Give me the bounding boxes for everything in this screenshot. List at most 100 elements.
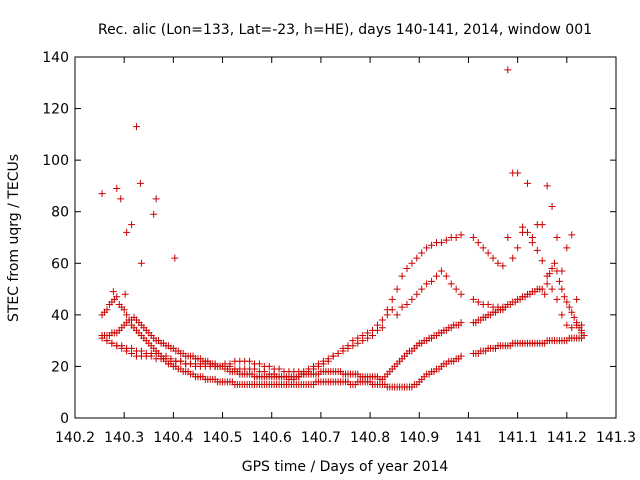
data-point bbox=[457, 290, 465, 298]
data-point bbox=[509, 254, 517, 262]
data-point bbox=[538, 285, 546, 293]
data-point bbox=[295, 373, 303, 381]
data-point bbox=[393, 311, 401, 319]
data-point bbox=[260, 368, 268, 376]
y-tick-label: 140 bbox=[42, 50, 69, 66]
data-point bbox=[418, 285, 426, 293]
data-point bbox=[265, 362, 273, 370]
data-point bbox=[132, 123, 140, 131]
data-point bbox=[117, 195, 125, 203]
x-tick-label: 140.3 bbox=[104, 430, 144, 446]
data-point bbox=[423, 244, 431, 252]
x-tick-label: 140.4 bbox=[153, 430, 193, 446]
data-point bbox=[408, 259, 416, 267]
data-point bbox=[494, 303, 502, 311]
data-point bbox=[246, 357, 254, 365]
data-point bbox=[162, 355, 170, 363]
data-point bbox=[428, 241, 436, 249]
data-point bbox=[452, 285, 460, 293]
data-point bbox=[437, 239, 445, 247]
data-point bbox=[484, 301, 492, 309]
y-tick-label: 100 bbox=[42, 153, 69, 169]
data-point bbox=[310, 365, 318, 373]
data-point bbox=[442, 272, 450, 280]
data-point bbox=[177, 357, 185, 365]
data-point bbox=[393, 285, 401, 293]
x-tick-label: 140.8 bbox=[350, 430, 390, 446]
data-point bbox=[413, 290, 421, 298]
data-point bbox=[334, 350, 342, 358]
data-point bbox=[123, 228, 131, 236]
x-tick-label: 140.9 bbox=[399, 430, 439, 446]
data-point bbox=[255, 360, 263, 368]
data-point bbox=[418, 249, 426, 257]
data-point bbox=[452, 234, 460, 241]
data-point bbox=[533, 246, 541, 254]
data-point bbox=[499, 262, 507, 270]
data-point bbox=[541, 290, 549, 298]
data-point bbox=[108, 339, 116, 347]
data-point bbox=[128, 221, 136, 229]
data-point bbox=[103, 306, 111, 314]
data-point bbox=[457, 231, 465, 239]
y-tick-labels: 0 20 40 60 80 100 120 140 bbox=[42, 50, 69, 427]
data-point bbox=[388, 306, 396, 314]
data-point bbox=[523, 179, 531, 187]
data-point bbox=[484, 249, 492, 257]
x-tick-label: 140.5 bbox=[202, 430, 242, 446]
data-point bbox=[305, 368, 313, 376]
data-point bbox=[349, 337, 357, 345]
data-point bbox=[563, 298, 571, 306]
data-point bbox=[538, 257, 546, 265]
data-point bbox=[118, 344, 126, 352]
data-point bbox=[403, 264, 411, 272]
data-point bbox=[123, 347, 131, 355]
y-axis-label: STEC from uqrg / TECUs bbox=[6, 154, 22, 322]
data-point bbox=[553, 295, 561, 303]
data-point bbox=[314, 362, 322, 370]
data-point bbox=[364, 329, 372, 337]
data-point bbox=[137, 259, 145, 267]
data-point bbox=[150, 210, 158, 218]
data-point bbox=[275, 365, 283, 373]
y-tick-label: 20 bbox=[51, 359, 69, 375]
data-point bbox=[359, 331, 367, 339]
data-point bbox=[109, 288, 117, 296]
data-point bbox=[251, 365, 259, 373]
data-point bbox=[113, 342, 121, 350]
data-point bbox=[98, 190, 106, 198]
data-point bbox=[543, 272, 551, 280]
data-point bbox=[447, 280, 455, 288]
y-tick-label: 80 bbox=[51, 205, 69, 221]
y-tick-label: 120 bbox=[42, 102, 69, 118]
data-point bbox=[113, 185, 121, 193]
x-tick-label: 140.7 bbox=[301, 430, 341, 446]
data-point bbox=[474, 239, 482, 247]
data-point bbox=[563, 244, 571, 252]
data-point bbox=[469, 234, 477, 241]
plot-frame bbox=[74, 56, 617, 419]
x-tick-label: 141.3 bbox=[596, 430, 636, 446]
data-point bbox=[270, 370, 278, 378]
data-point bbox=[369, 326, 377, 334]
data-point bbox=[354, 334, 362, 342]
data-point bbox=[548, 285, 556, 293]
data-point bbox=[570, 313, 578, 321]
data-point bbox=[479, 244, 487, 252]
data-point bbox=[514, 244, 522, 252]
chart-title: Rec. alic (Lon=133, Lat=-23, h=HE), days… bbox=[98, 22, 592, 38]
data-point bbox=[408, 295, 416, 303]
data-point bbox=[378, 316, 386, 324]
data-point bbox=[423, 280, 431, 288]
data-point bbox=[578, 321, 586, 329]
data-points bbox=[98, 66, 588, 391]
data-point bbox=[113, 293, 121, 301]
data-point bbox=[543, 182, 551, 190]
data-point bbox=[568, 324, 576, 332]
data-point bbox=[555, 277, 563, 285]
data-point bbox=[98, 331, 106, 339]
data-point bbox=[388, 295, 396, 303]
y-tick-label: 40 bbox=[51, 308, 69, 324]
data-point bbox=[437, 267, 445, 275]
